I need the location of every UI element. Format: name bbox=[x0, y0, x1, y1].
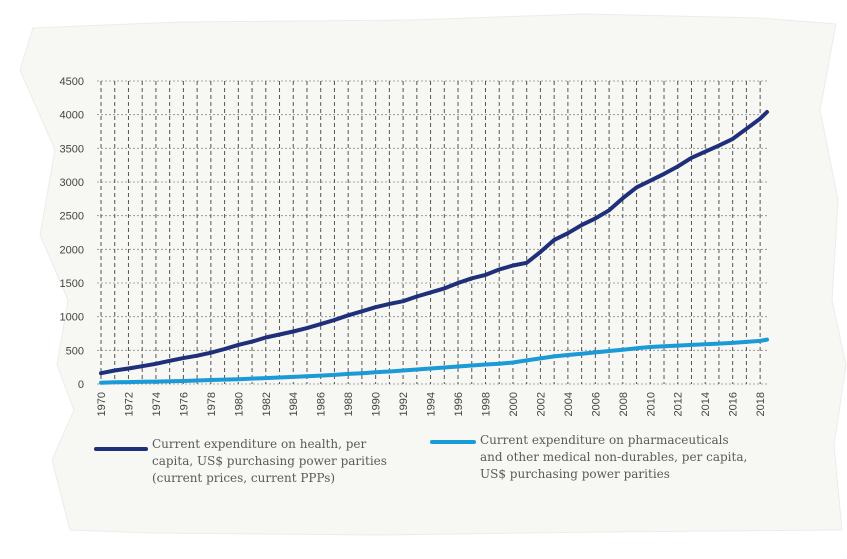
x-tick-label: 1974 bbox=[151, 392, 163, 416]
y-axis: 0 500 1000 1500 2000 2500 3000 3500 4000 4500 bbox=[60, 76, 84, 391]
x-tick-label: 1978 bbox=[206, 392, 218, 416]
y-tick-label: 3000 bbox=[60, 177, 84, 189]
y-tick-label: 500 bbox=[66, 345, 84, 357]
y-tick-label: 1500 bbox=[60, 278, 84, 290]
x-tick-label: 2006 bbox=[590, 392, 602, 416]
x-tick-label: 2008 bbox=[618, 392, 630, 416]
x-tick-label: 1988 bbox=[343, 392, 355, 416]
paper-background bbox=[19, 13, 847, 536]
legend-label-pharma-line-3: US$ purchasing power parities bbox=[480, 467, 670, 481]
y-tick-label: 2500 bbox=[60, 211, 84, 223]
x-tick-label: 1970 bbox=[96, 392, 108, 416]
y-tick-label: 2000 bbox=[60, 244, 84, 256]
x-tick-label: 2010 bbox=[645, 392, 657, 416]
series-line-health bbox=[99, 110, 769, 376]
x-tick-label: 2018 bbox=[755, 392, 767, 416]
x-tick-label: 1986 bbox=[316, 392, 328, 416]
legend-label-pharma-line-2: and other medical non-durables, per capi… bbox=[480, 450, 747, 464]
y-tick-label: 1000 bbox=[60, 312, 84, 324]
x-tick-label: 2014 bbox=[700, 392, 712, 416]
x-tick-label: 1996 bbox=[453, 392, 465, 416]
x-axis: 1970 1972 1974 1976 1978 1980 1982 1984 1986 1988… bbox=[96, 392, 767, 416]
x-tick-label: 1976 bbox=[178, 392, 190, 416]
y-tick-label: 4500 bbox=[60, 76, 84, 88]
series-line-pharmaceuticals bbox=[99, 337, 769, 385]
legend-label-health-line-3: (current prices, current PPPs) bbox=[152, 471, 335, 485]
y-tick-label: 0 bbox=[78, 379, 84, 391]
legend-label-pharma-line-1: Current expenditure on pharmaceuticals bbox=[480, 433, 729, 447]
x-tick-label: 1984 bbox=[288, 392, 300, 416]
x-tick-label: 1980 bbox=[233, 392, 245, 416]
x-tick-label: 1998 bbox=[480, 392, 492, 416]
y-tick-label: 3500 bbox=[60, 143, 84, 155]
x-tick-label: 2000 bbox=[508, 392, 520, 416]
x-tick-label: 2002 bbox=[535, 392, 547, 416]
x-tick-label: 1990 bbox=[371, 392, 383, 416]
x-tick-label: 1992 bbox=[398, 392, 410, 416]
series-layer bbox=[99, 110, 769, 385]
x-tick-label: 1982 bbox=[261, 392, 273, 416]
x-tick-label: 2016 bbox=[728, 392, 740, 416]
x-tick-label: 1972 bbox=[123, 392, 135, 416]
x-tick-label: 1994 bbox=[426, 392, 438, 416]
y-tick-label: 4000 bbox=[60, 110, 84, 122]
x-tick-label: 2004 bbox=[563, 392, 575, 416]
legend-label-health-line-2: capita, US$ purchasing power parities bbox=[152, 454, 387, 468]
x-tick-label: 2012 bbox=[673, 392, 685, 416]
legend-label-health-line-1: Current expenditure on health, per bbox=[152, 437, 367, 451]
legend: Current expenditure on health, per capit… bbox=[94, 433, 747, 485]
